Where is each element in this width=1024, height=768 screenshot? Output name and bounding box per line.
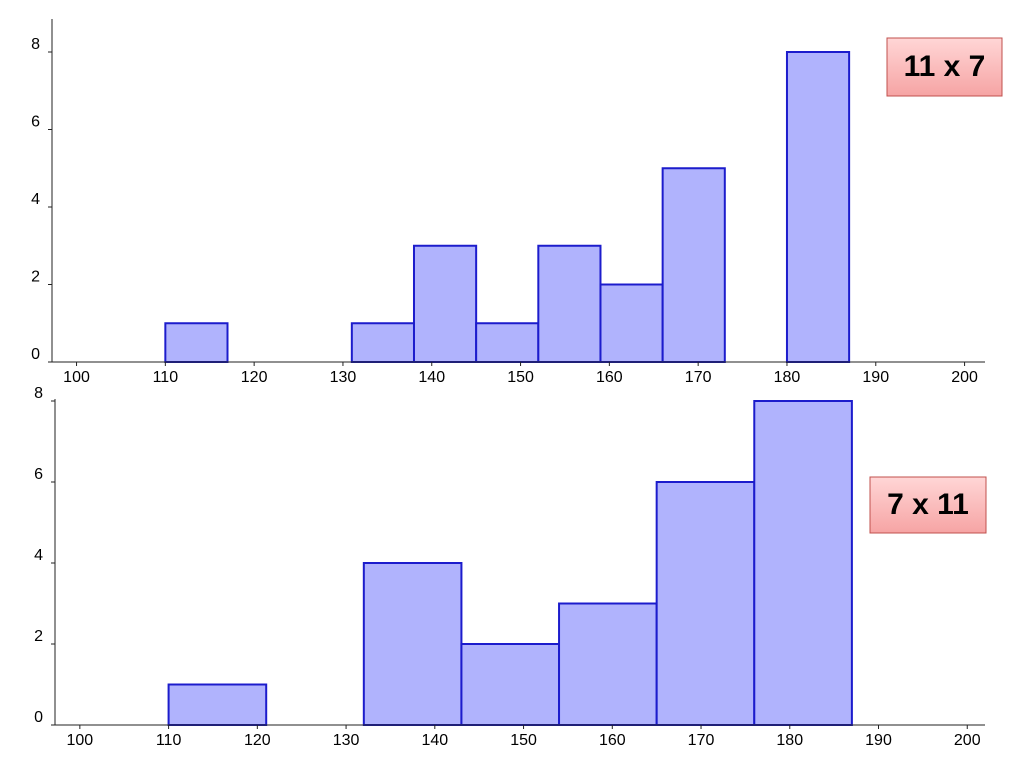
x-tick-label: 110	[153, 369, 179, 386]
x-tick-label: 120	[244, 732, 271, 749]
bar	[661, 167, 726, 363]
x-tick-label: 180	[776, 732, 803, 749]
bar	[599, 283, 664, 363]
annotation: 11 x 7	[904, 50, 986, 83]
bar	[655, 481, 756, 726]
annotation-box	[869, 476, 987, 534]
x-tick-label: 170	[688, 732, 715, 749]
y-tick-label: 8	[34, 385, 43, 402]
bar	[164, 322, 229, 363]
annotation: 7 x 11	[887, 488, 969, 521]
x-tick-label: 200	[954, 732, 981, 749]
bar	[350, 322, 415, 363]
x-tick-label: 170	[685, 369, 712, 386]
bar	[785, 51, 851, 363]
x-tick-label: 190	[865, 732, 892, 749]
bar	[412, 244, 478, 363]
y-tick-label: 4	[34, 547, 43, 564]
y-tick-label: 2	[31, 269, 40, 286]
y-tick-label: 2	[34, 628, 43, 645]
x-tick-label: 150	[510, 732, 537, 749]
x-tick-label: 130	[333, 732, 360, 749]
x-tick-label: 100	[63, 369, 90, 386]
x-tick-label: 100	[66, 732, 93, 749]
x-tick-label: 160	[599, 732, 626, 749]
x-tick-label: 160	[596, 369, 623, 386]
bar	[753, 400, 853, 726]
bar	[475, 322, 540, 363]
bar	[460, 643, 561, 726]
x-tick-label: 140	[421, 732, 448, 749]
x-tick-label: 150	[507, 369, 534, 386]
y-tick-label: 8	[31, 36, 40, 53]
bar	[558, 602, 658, 726]
annotation-box	[886, 37, 1003, 97]
x-tick-label: 140	[418, 369, 445, 386]
x-tick-label: 190	[862, 369, 889, 386]
x-tick-label: 180	[774, 369, 801, 386]
y-tick-label: 6	[34, 466, 43, 483]
y-tick-label: 4	[31, 191, 40, 208]
y-tick-label: 0	[31, 346, 40, 363]
bar	[167, 683, 268, 726]
y-tick-label: 6	[31, 114, 40, 131]
y-tick-label: 0	[34, 709, 43, 726]
x-tick-label: 120	[241, 369, 268, 386]
bar	[537, 244, 602, 363]
x-tick-label: 110	[156, 732, 182, 749]
x-tick-label: 200	[951, 369, 978, 386]
bar	[362, 562, 463, 726]
x-tick-label: 130	[330, 369, 357, 386]
